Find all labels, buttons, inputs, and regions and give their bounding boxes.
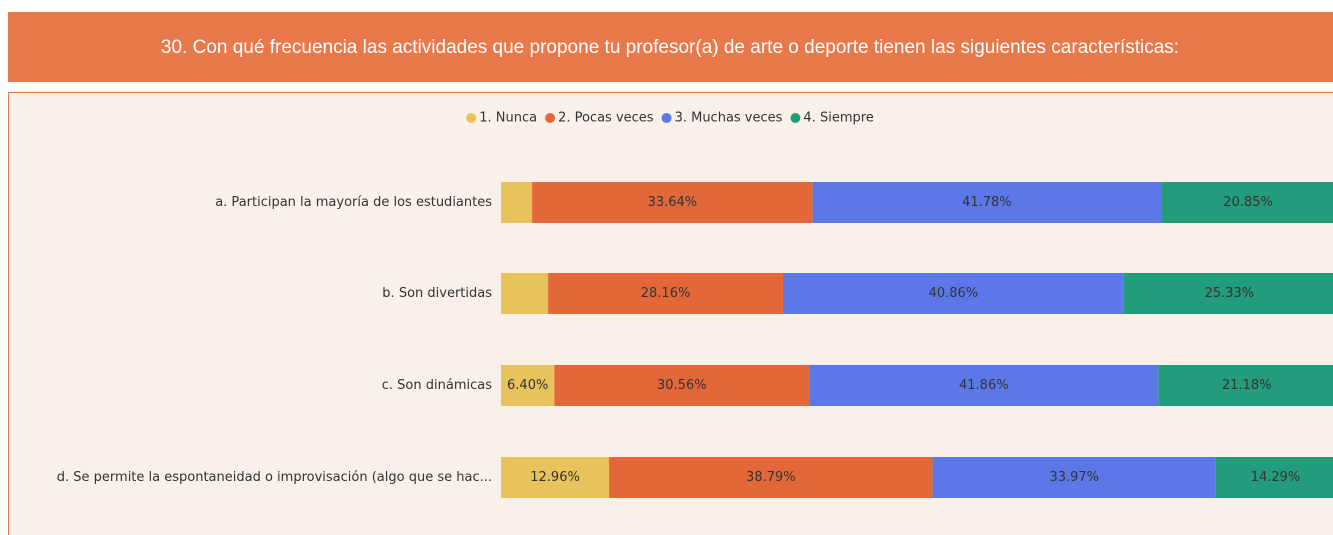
bar-segment	[609, 457, 933, 498]
bar-segment	[1161, 182, 1333, 223]
bar-segment	[782, 273, 1124, 314]
category-label: c. Son dinámicas	[382, 378, 492, 393]
data-label: 20.85%	[1223, 195, 1273, 210]
bar-segment	[1123, 273, 1333, 314]
legend-label: 4. Siempre	[803, 111, 873, 126]
legend-label: 2. Pocas veces	[558, 111, 654, 126]
data-label: 6.40%	[507, 378, 548, 393]
data-label: 30.56%	[657, 378, 707, 393]
bar-segment	[554, 365, 810, 406]
data-label: 38.79%	[746, 470, 796, 485]
bar-segment	[501, 365, 555, 406]
data-label: 33.64%	[648, 195, 698, 210]
bar-segment	[501, 273, 549, 314]
data-label: 40.86%	[929, 286, 979, 301]
category-label: a. Participan la mayoría de los estudian…	[215, 195, 492, 210]
bar-segment	[932, 457, 1216, 498]
data-label: 12.96%	[530, 470, 580, 485]
legend-marker	[545, 113, 556, 123]
data-label: 21.18%	[1222, 378, 1272, 393]
bar-segment	[501, 182, 533, 223]
chart-title: 30. Con qué frecuencia las actividades q…	[161, 37, 1179, 58]
bar-segment	[1215, 457, 1333, 498]
bar-segment	[532, 182, 813, 223]
data-label: 41.78%	[962, 195, 1012, 210]
category-label: d. Se permite la espontaneidad o improvi…	[57, 470, 492, 485]
data-label: 28.16%	[641, 286, 691, 301]
data-label: 41.86%	[959, 378, 1009, 393]
data-label: 25.33%	[1205, 286, 1255, 301]
legend-label: 1. Nunca	[479, 111, 537, 126]
legend-marker	[466, 113, 477, 123]
legend-marker	[661, 113, 672, 123]
category-label: b. Son divertidas	[382, 286, 492, 301]
data-label: 33.97%	[1049, 470, 1099, 485]
header	[8, 12, 1333, 82]
legend: 1. Nunca 2. Pocas veces 3. Muchas veces 4. …	[466, 111, 874, 126]
bar-segment	[548, 273, 783, 314]
legend-marker	[790, 113, 801, 123]
bar-segment	[1158, 365, 1333, 406]
bar-segment	[809, 365, 1159, 406]
bar-segment	[812, 182, 1162, 223]
bar-segment	[501, 457, 610, 498]
legend-label: 3. Muchas veces	[675, 111, 783, 126]
data-label: 14.29%	[1251, 470, 1301, 485]
